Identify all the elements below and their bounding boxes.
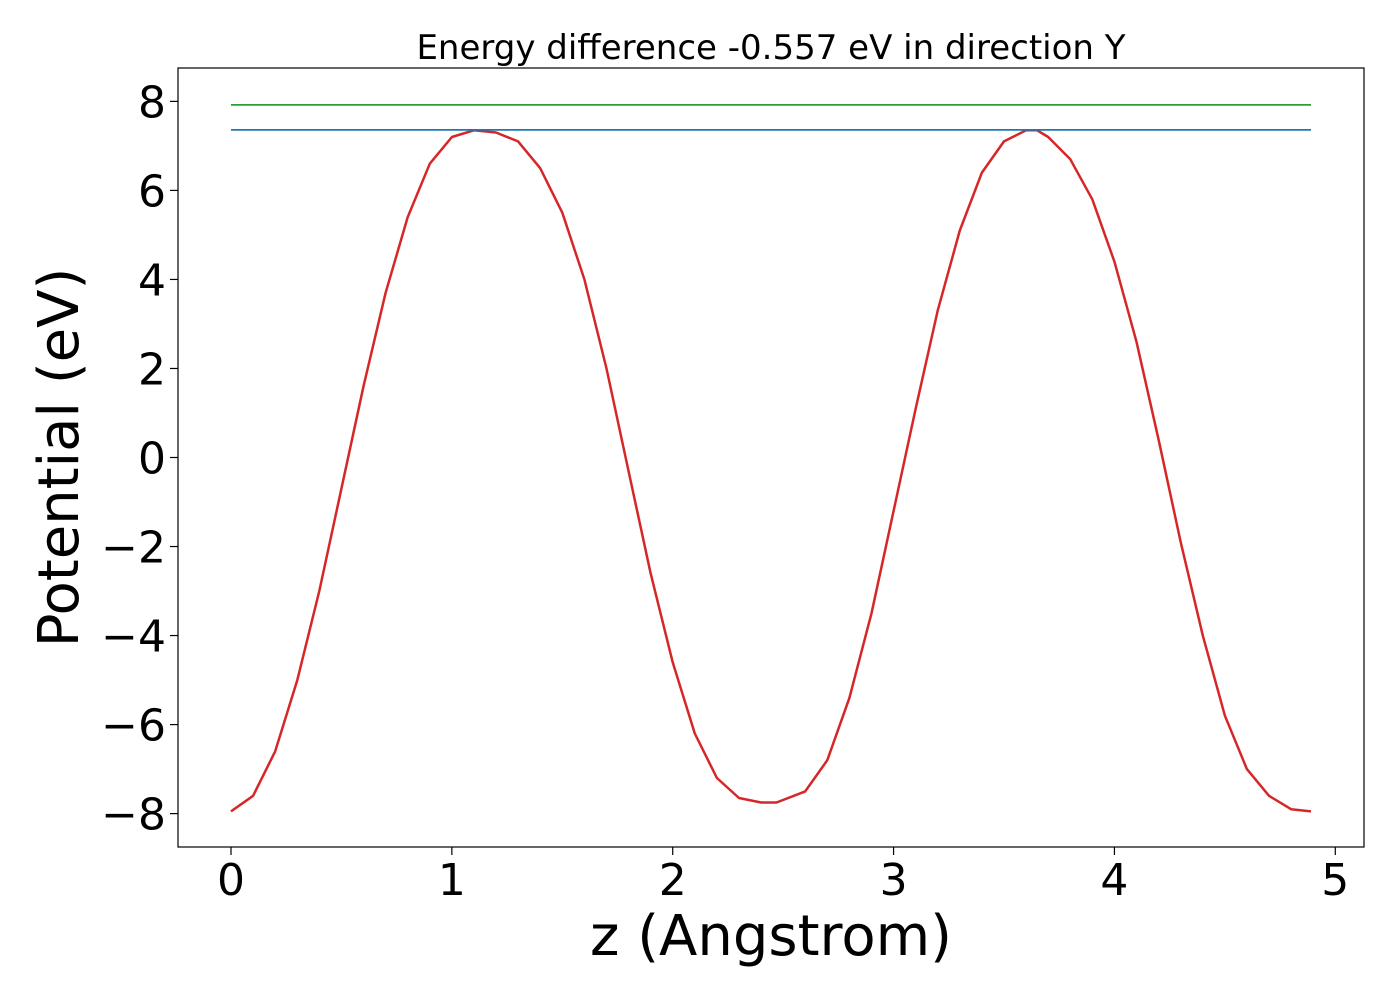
y-tick-label: −8	[101, 790, 166, 841]
y-tick-label: 4	[138, 255, 166, 306]
plot-frame	[177, 67, 1365, 848]
x-tick-label: 5	[1321, 855, 1349, 906]
series-line-0	[230, 129, 1312, 813]
x-tick-label: 1	[438, 855, 466, 906]
x-tick-label: 4	[1100, 855, 1128, 906]
y-tick-label: −2	[101, 523, 166, 574]
tick-layer: 0 1 2 3 4 5 −8 −6 −4 −2 0 2 4 6 8	[101, 77, 1349, 906]
y-tick-label: 0	[138, 434, 166, 485]
x-tick-label: 3	[880, 855, 908, 906]
y-axis-title: Potential (eV)	[27, 268, 92, 648]
y-tick-label: −4	[101, 612, 166, 663]
y-tick-label: 2	[138, 344, 166, 395]
x-tick-label: 2	[659, 855, 687, 906]
y-tick-label: −6	[101, 701, 166, 752]
x-axis-title: z (Angstrom)	[590, 904, 952, 969]
y-tick-label: 6	[138, 166, 166, 217]
chart-title: Energy difference -0.557 eV in direction…	[416, 28, 1125, 68]
series-layer	[230, 104, 1312, 813]
y-tick-label: 8	[138, 77, 166, 128]
x-tick-label: 0	[217, 855, 245, 906]
